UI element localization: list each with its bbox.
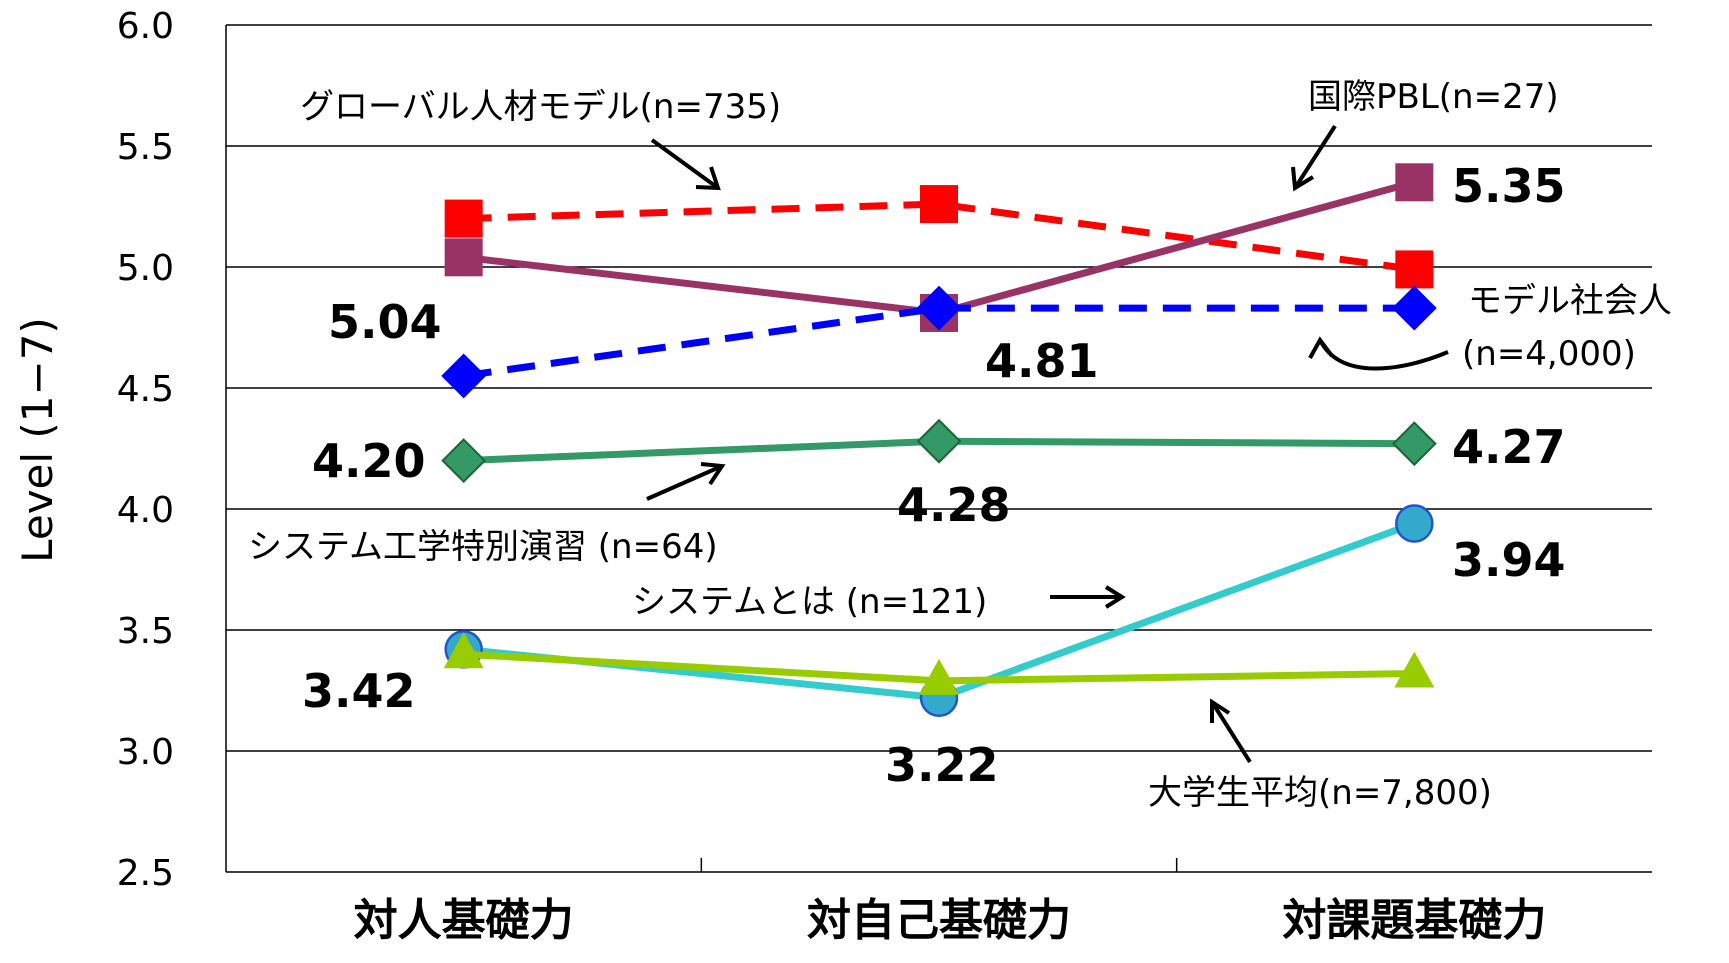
y-tick-label: 2.5: [117, 853, 174, 894]
annotation-global: グローバル人材モデル(n=735): [300, 87, 781, 127]
series-group: [441, 163, 1437, 718]
arrow-model-head: [1308, 336, 1334, 359]
arrow-pbl: [1293, 124, 1337, 190]
annotations: グローバル人材モデル(n=735) 国際PBL(n=27) モデル社会人 (n=…: [248, 77, 1672, 813]
series-0: [444, 185, 1434, 289]
x-category-label: 対自己基礎力: [807, 895, 1071, 946]
data-point: [443, 632, 484, 669]
data-point: [1391, 421, 1437, 467]
data-label: 4.27: [1452, 420, 1566, 474]
data-label: 4.28: [897, 478, 1011, 532]
arrow-global: [650, 138, 720, 190]
y-tick-label: 3.0: [117, 732, 174, 773]
arrow-univ: [1210, 700, 1252, 764]
series-line: [463, 200, 1415, 273]
series-2: [441, 285, 1437, 399]
annotation-pbl: 国際PBL(n=27): [1308, 77, 1559, 117]
arrow-pbl-head: [1291, 166, 1315, 192]
y-tick-label: 4.5: [117, 369, 174, 410]
y-axis-label: Level (1−7): [13, 317, 62, 563]
axes: [225, 25, 1652, 873]
y-tick-label: 4.0: [117, 490, 174, 531]
data-label: 4.20: [312, 434, 426, 488]
data-point: [1394, 651, 1435, 688]
arrow-global-head: [695, 166, 721, 191]
data-point: [1395, 504, 1434, 543]
data-label: 3.22: [885, 738, 999, 792]
data-labels: 5.04 4.81 5.35 4.20 4.28 4.27 3.42 3.22 3.94: [302, 159, 1566, 792]
y-tick-label: 5.0: [117, 248, 174, 289]
data-point: [1395, 163, 1434, 202]
data-point: [919, 658, 959, 695]
series-5: [443, 632, 1435, 695]
data-point: [920, 185, 958, 224]
series-line: [463, 304, 1415, 380]
annotation-sysex: システム工学特別演習 (n=64): [248, 527, 718, 567]
annotation-univ: 大学生平均(n=7,800): [1148, 773, 1492, 813]
data-point: [916, 418, 962, 464]
gridlines: [226, 24, 1652, 752]
data-label: 3.42: [302, 664, 416, 718]
data-point: [444, 238, 483, 277]
arrow-sysex: [646, 464, 723, 501]
annotation-systoha: システムとは (n=121): [632, 582, 987, 622]
y-tick-label: 5.5: [117, 127, 174, 168]
arrow-systoha-head: [1104, 585, 1126, 609]
data-point: [916, 285, 962, 331]
data-label: 5.04: [328, 295, 442, 349]
data-point: [441, 353, 487, 399]
data-label: 3.94: [1452, 533, 1566, 587]
arrow-univ-head: [1210, 698, 1231, 723]
annotation-arrows: [646, 124, 1449, 764]
annotation-model-line2: (n=4,000): [1462, 334, 1636, 374]
y-tick-label: 3.5: [117, 611, 174, 652]
data-point: [1391, 285, 1437, 331]
data-label: 5.35: [1452, 159, 1566, 213]
data-label: 4.81: [985, 334, 1099, 388]
x-category-label: 対人基礎力: [354, 895, 574, 946]
x-category-label: 対課題基礎力: [1282, 895, 1546, 946]
data-point: [444, 199, 483, 238]
annotation-model-line1: モデル社会人: [1468, 281, 1672, 321]
x-axis-categories: 対人基礎力 対自己基礎力 対課題基礎力: [354, 895, 1547, 946]
series-3: [441, 418, 1437, 484]
data-point: [441, 438, 487, 484]
arrow-model: [1318, 339, 1449, 371]
data-point: [1395, 250, 1434, 289]
arrow-sysex-head: [700, 462, 726, 486]
y-axis-ticks: 6.0 5.5 5.0 4.5 4.0 3.5 3.0 2.5: [117, 6, 174, 894]
y-tick-label: 6.0: [117, 6, 174, 47]
